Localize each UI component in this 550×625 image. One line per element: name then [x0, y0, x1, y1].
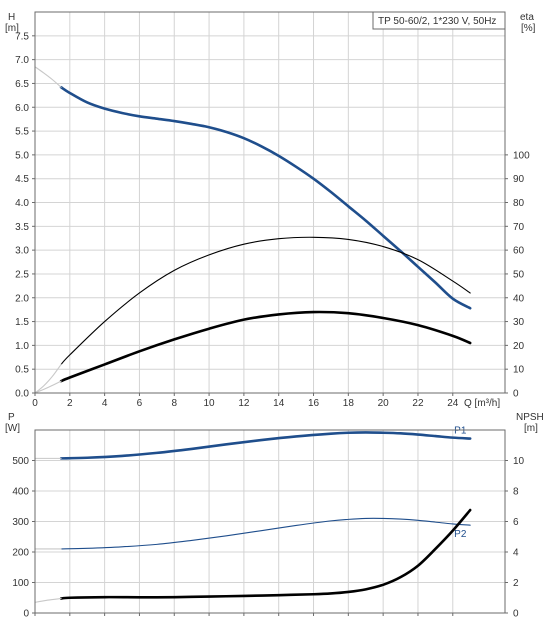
top-series-line-2	[60, 236, 471, 365]
head-axis-unit: [m]	[5, 23, 19, 34]
bottom-series-line-5	[34, 597, 62, 603]
top-left-tick-label: 5.5	[15, 127, 29, 138]
x-tick-label: 20	[378, 398, 390, 409]
top-left-tick-label: 3.5	[15, 222, 29, 233]
top-right-tick-label: 60	[513, 246, 525, 257]
bottom-right-tick-label: 4	[513, 548, 519, 559]
top-right-tick-label: 10	[513, 365, 525, 376]
x-tick-label: 24	[447, 398, 459, 409]
top-left-tick-label: 5.0	[15, 150, 29, 161]
top-left-tick-label: 7.0	[15, 55, 29, 66]
bottom-series-line-4	[59, 508, 472, 600]
x-tick-label: 22	[412, 398, 424, 409]
top-right-tick-label: 20	[513, 341, 525, 352]
top-left-tick-label: 4.5	[15, 174, 29, 185]
top-left-tick-label: 1.0	[15, 341, 29, 352]
top-left-tick-label: 4.0	[15, 198, 29, 209]
power-npsh-grid	[35, 430, 505, 613]
head-efficiency-ticks: 0 2 4 6 8 10 12 14 16 18 20 22 240.00.51.01.52.02.53…	[15, 31, 530, 409]
npsh-axis-name: NPSH	[516, 412, 544, 423]
top-left-tick-label: 0.5	[15, 365, 29, 376]
top-left-tick-label: 0.0	[15, 389, 29, 400]
bottom-left-tick-label: 100	[12, 578, 29, 589]
eta-axis-name: eta	[520, 12, 534, 23]
bottom-right-tick-label: 2	[513, 578, 519, 589]
top-right-tick-label: 90	[513, 174, 525, 185]
power-axis-unit: [W]	[5, 423, 20, 434]
x-tick-label: 18	[343, 398, 355, 409]
top-right-tick-label: 0	[513, 389, 519, 400]
top-left-tick-label: 2.0	[15, 293, 29, 304]
top-left-tick-label: 6.0	[15, 103, 29, 114]
top-left-tick-label: 3.0	[15, 246, 29, 257]
head-efficiency-chart: 0 2 4 6 8 10 12 14 16 18 20 22 240.00.51.01.52.02.53…	[5, 11, 536, 409]
x-tick-label: 0	[32, 398, 38, 409]
x-tick-label: 14	[273, 398, 285, 409]
head-efficiency-series	[34, 66, 472, 394]
bottom-left-tick-label: 0	[23, 609, 29, 620]
bottom-series-line-1	[60, 517, 471, 550]
top-series-line-1	[34, 66, 62, 88]
bottom-left-tick-label: 200	[12, 548, 29, 559]
bottom-right-tick-label: 0	[513, 609, 519, 620]
top-right-tick-label: 100	[513, 150, 530, 161]
top-series-line-0	[59, 85, 472, 310]
head-axis-name: H	[8, 12, 15, 23]
top-left-tick-label: 6.5	[15, 79, 29, 90]
series-label-p2: P2	[454, 529, 467, 540]
eta-axis-unit: [%]	[521, 23, 536, 34]
bottom-right-tick-label: 6	[513, 517, 519, 528]
bottom-right-tick-label: 8	[513, 487, 519, 498]
top-left-tick-label: 1.5	[15, 317, 29, 328]
top-right-tick-label: 40	[513, 293, 525, 304]
series-label-p1: P1	[454, 426, 467, 437]
power-npsh-series: P1 P2	[34, 426, 472, 603]
bottom-left-tick-label: 400	[12, 487, 29, 498]
top-right-tick-label: 70	[513, 222, 525, 233]
top-right-tick-label: 50	[513, 269, 525, 280]
top-right-tick-label: 80	[513, 198, 525, 209]
x-tick-label: 2	[67, 398, 73, 409]
npsh-axis-unit: [m]	[524, 423, 538, 434]
bottom-left-tick-label: 300	[12, 517, 29, 528]
bottom-series-line-0	[59, 431, 472, 460]
legend-box	[372, 11, 506, 30]
x-tick-label: 16	[308, 398, 320, 409]
legend-text: TP 50-60/2, 1*230 V, 50Hz	[378, 16, 496, 27]
bottom-right-tick-label: 10	[513, 456, 525, 467]
top-left-tick-label: 7.5	[15, 31, 29, 42]
x-tick-label: 10	[204, 398, 216, 409]
top-right-tick-label: 30	[513, 317, 525, 328]
top-left-tick-label: 2.5	[15, 269, 29, 280]
x-tick-label: 4	[102, 398, 108, 409]
power-axis-name: P	[8, 412, 15, 423]
x-tick-label: 6	[137, 398, 143, 409]
bottom-left-tick-label: 500	[12, 456, 29, 467]
top-series-line-4	[34, 363, 62, 394]
power-npsh-ticks: 0 100 200 300 400 500 0 2 4 6 8 10	[12, 456, 524, 620]
top-series-line-3	[59, 310, 472, 383]
x-tick-label: 12	[238, 398, 250, 409]
flow-axis-label: Q [m³/h]	[464, 398, 500, 409]
head-efficiency-grid	[35, 12, 505, 393]
x-tick-label: 8	[171, 398, 177, 409]
top-series-line-5	[34, 380, 62, 394]
